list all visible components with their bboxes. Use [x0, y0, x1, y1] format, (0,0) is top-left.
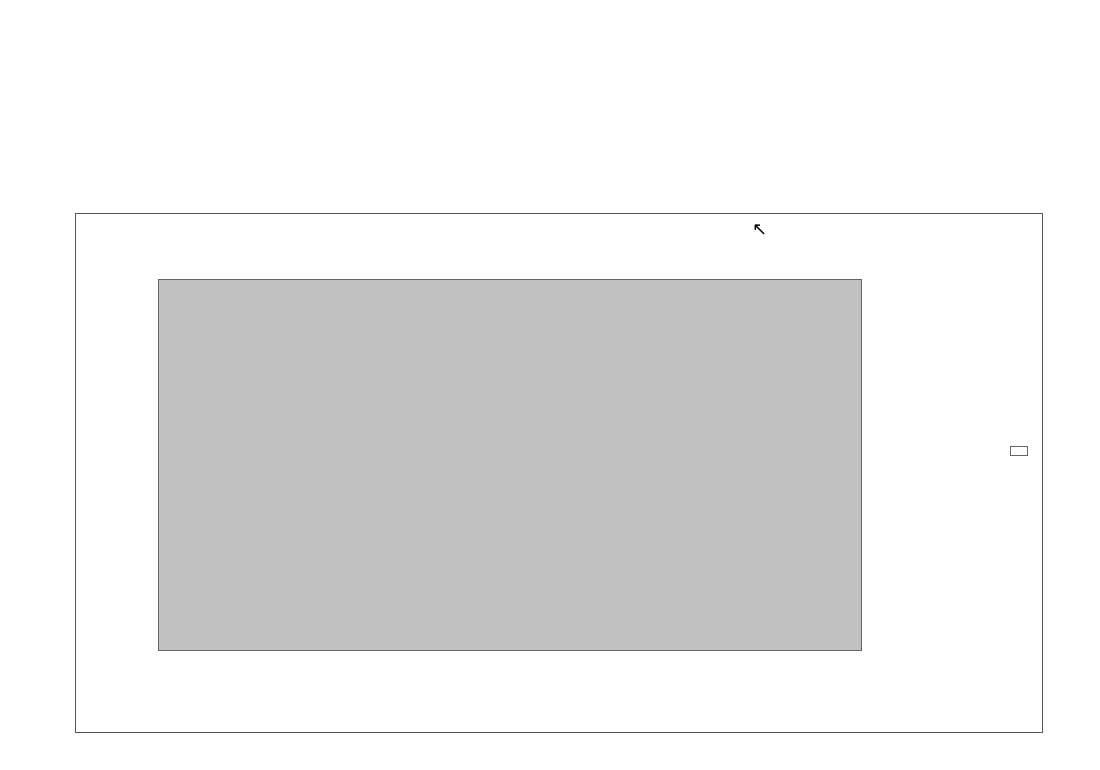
- plot-area: [158, 279, 862, 651]
- y-axis-ticks: [114, 279, 156, 649]
- chart-container: [75, 213, 1043, 733]
- meta-count-row: [66, 114, 606, 132]
- meta-period-row: [66, 96, 606, 114]
- header-block: [66, 96, 606, 136]
- legend: [1010, 446, 1028, 456]
- x-axis-ticks: [158, 654, 860, 694]
- plot-svg: [159, 280, 861, 650]
